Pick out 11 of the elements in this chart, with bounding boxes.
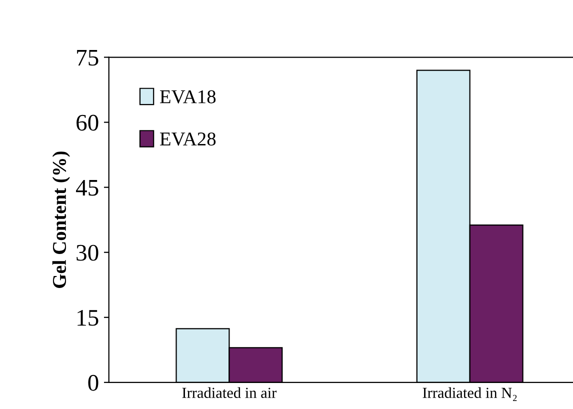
y-tick-label: 45	[76, 180, 98, 196]
y-tick-label: 30	[76, 244, 98, 261]
y-tick-label: 75	[77, 50, 98, 66]
x-tick-label: Irradiated in air	[182, 387, 277, 398]
y-tick-label: 60	[76, 114, 98, 131]
y-tick-label: 15	[78, 310, 98, 326]
y-tick-label: 0	[88, 374, 98, 391]
y-axis-title: Gel Content (%)	[52, 152, 70, 288]
legend-label: EVA28	[160, 132, 216, 146]
legend-label: EVA18	[160, 90, 216, 104]
x-tick-label: Irradiated in N₂	[422, 387, 517, 401]
